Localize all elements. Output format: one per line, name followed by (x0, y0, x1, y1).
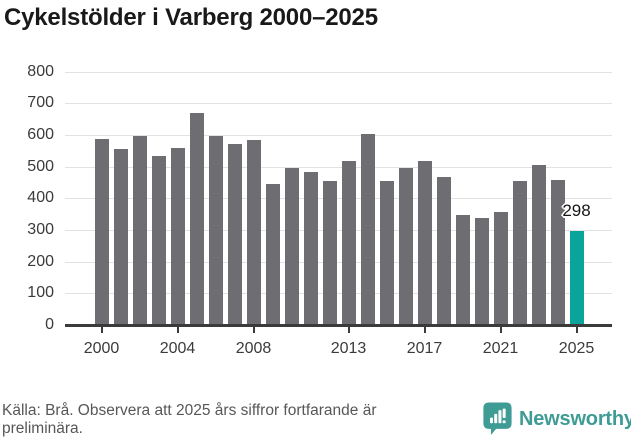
bar-2002 (132, 136, 147, 325)
gridline-200 (65, 261, 612, 263)
newsworthy-wordmark: Newsworthy (519, 407, 631, 430)
source-line-2: preliminära. (2, 420, 83, 437)
bar-2018 (436, 176, 451, 325)
y-axis-label-700: 700 (27, 94, 54, 112)
y-axis-label-300: 300 (27, 220, 54, 238)
source-line-1: Källa: Brå. Observera att 2025 års siffr… (2, 402, 377, 419)
bar-2025 (569, 230, 584, 325)
bar-2012 (322, 181, 337, 325)
gridline-800 (65, 71, 612, 73)
bar-2010 (284, 168, 299, 325)
bar-2000 (94, 138, 109, 325)
x-axis-tick-2013 (347, 327, 350, 333)
x-axis-tick-2000 (100, 327, 103, 333)
gridline-600 (65, 134, 612, 136)
bar-2019 (455, 215, 470, 325)
y-axis-label-0: 0 (45, 316, 54, 333)
x-axis-line (65, 324, 612, 327)
x-axis-tick-2004 (176, 327, 179, 333)
gridline-100 (65, 293, 612, 295)
bar-2017 (417, 160, 432, 325)
x-axis-tick-2021 (499, 327, 502, 333)
y-axis-label-500: 500 (27, 157, 54, 175)
source-note: Källa: Brå. Observera att 2025 års siffr… (2, 402, 376, 438)
bar-2001 (113, 149, 128, 325)
newsworthy-logo: Newsworthy (482, 401, 631, 437)
bar-2023 (531, 165, 546, 325)
value-label-2025: 298 (562, 200, 591, 220)
bar-2006 (208, 136, 223, 325)
x-axis-label-2025: 2025 (558, 340, 595, 357)
bar-2009 (265, 183, 280, 325)
bar-2015 (379, 180, 394, 325)
x-axis-tick-2017 (423, 327, 426, 333)
bar-2016 (398, 167, 413, 325)
gridline-500 (65, 166, 612, 168)
y-axis-label-600: 600 (27, 125, 54, 143)
newsworthy-chart-bubble-icon (483, 402, 512, 435)
bar-2011 (303, 171, 318, 325)
bar-2014 (360, 133, 375, 325)
x-axis-label-2013: 2013 (330, 340, 367, 357)
gridline-700 (65, 103, 612, 105)
x-axis-label-2004: 2004 (159, 340, 196, 357)
bar-2020 (474, 217, 489, 325)
x-axis-label-2021: 2021 (482, 340, 519, 357)
y-axis-label-200: 200 (27, 252, 54, 270)
x-axis-label-2000: 2000 (83, 340, 120, 357)
bar-2004 (170, 147, 185, 325)
bar-2007 (227, 144, 242, 325)
bar-2003 (151, 156, 166, 325)
chart-title: Cykelstölder i Varberg 2000–2025 (4, 4, 378, 31)
x-axis-tick-2025 (575, 327, 578, 333)
bar-2021 (493, 211, 508, 325)
x-axis-tick-2008 (252, 327, 255, 333)
y-axis-label-100: 100 (27, 284, 54, 302)
y-axis-label-800: 800 (27, 62, 54, 80)
bar-2022 (512, 180, 527, 325)
bar-2013 (341, 161, 356, 325)
x-axis-label-2017: 2017 (406, 340, 443, 357)
bar-2005 (189, 113, 204, 325)
y-axis-label-400: 400 (27, 189, 54, 207)
bar-2024 (550, 180, 565, 325)
x-axis-label-2008: 2008 (235, 340, 272, 357)
bar-2008 (246, 139, 261, 325)
gridline-300 (65, 229, 612, 231)
gridline-400 (65, 198, 612, 200)
